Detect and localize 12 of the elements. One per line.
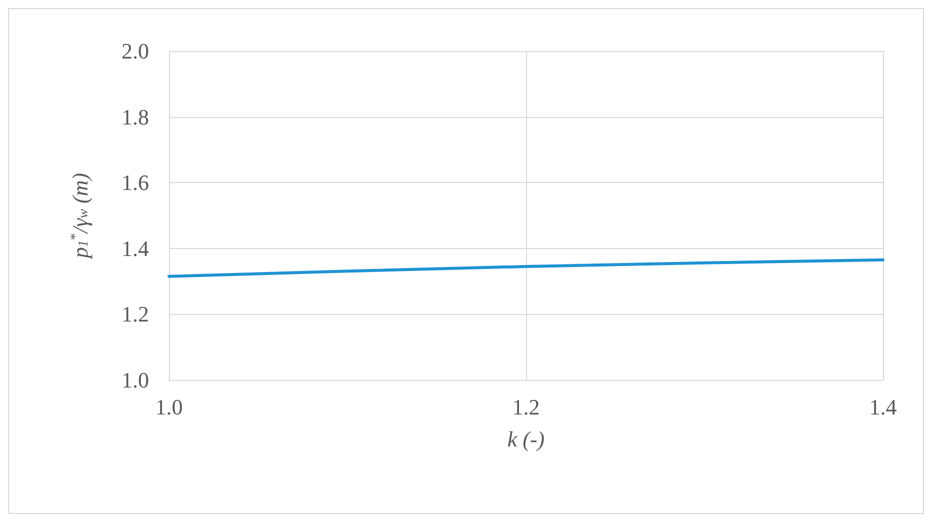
y-tick-label: 1.0 xyxy=(122,368,149,392)
y-tick-label: 1.8 xyxy=(122,104,149,130)
x-tick-label: 1.2 xyxy=(512,394,540,420)
y-tick-label: 1.2 xyxy=(122,302,149,327)
y-axis-title: p1*/γw (m) xyxy=(68,172,92,260)
y-tick-label: 1.6 xyxy=(122,170,149,196)
y-tick-label: 2.0 xyxy=(122,38,149,64)
x-axis-title: k (-) xyxy=(507,426,545,452)
x-tick-label: 1.4 xyxy=(869,394,897,420)
line-series xyxy=(168,258,884,278)
x-tick-label: 1.0 xyxy=(155,394,183,420)
y-tick-label: 1.4 xyxy=(122,236,149,261)
